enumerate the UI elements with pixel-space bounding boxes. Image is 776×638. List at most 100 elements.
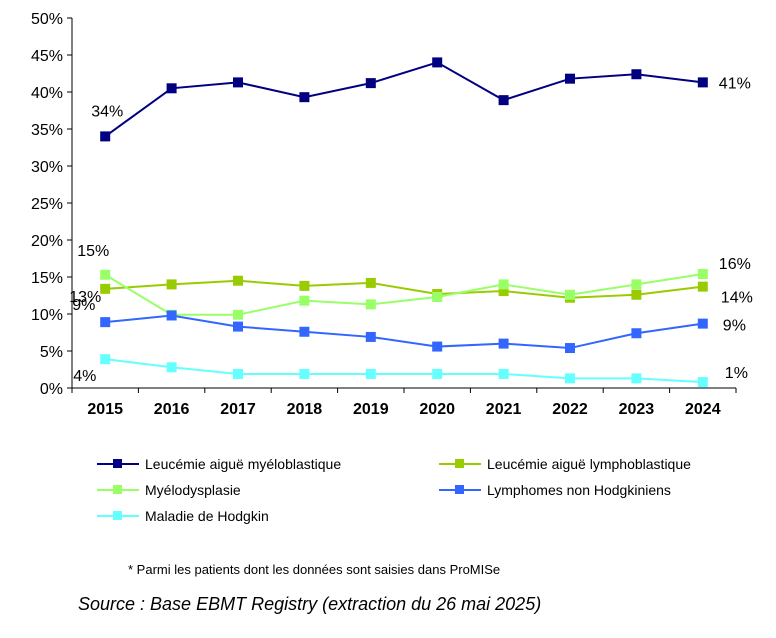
legend-marker-hodgkin (113, 511, 122, 520)
x-tick-label: 2018 (287, 401, 323, 418)
x-tick-label: 2023 (619, 401, 655, 418)
data-point (299, 280, 310, 291)
data-point (100, 317, 111, 328)
x-tick-label: 2021 (486, 401, 522, 418)
data-point (100, 269, 111, 280)
legend-swatch-hodgkin (97, 510, 139, 522)
y-tick-label: 40% (31, 85, 63, 102)
data-point (166, 83, 177, 94)
data-point (565, 289, 575, 300)
data-label-first: 4% (73, 368, 96, 385)
y-tick-label: 25% (31, 196, 63, 213)
data-point (498, 368, 509, 379)
legend-label-mds: Myélodysplasie (145, 482, 241, 498)
legend-item-aml: Leucémie aiguë myéloblastique (97, 456, 341, 472)
legend-item-all: Leucémie aiguë lymphoblastique (439, 456, 691, 472)
data-point (565, 73, 575, 84)
data-label-last: 41% (719, 75, 751, 92)
data-label-first: 34% (91, 103, 123, 120)
y-tick-label: 45% (31, 48, 63, 65)
line-chart: 0% 5% 10% 15% 20% 25% 30% 35% 40% 45% 50% 2015 2016 2… (31, 11, 753, 418)
series-lines (104, 61, 703, 384)
data-point (432, 368, 443, 379)
y-tick-label: 20% (31, 233, 63, 250)
data-point (100, 131, 111, 142)
legend-swatch-mds (97, 484, 139, 496)
series-markers (100, 57, 708, 388)
data-label-last: 14% (721, 290, 753, 307)
y-tick-label: 15% (31, 270, 63, 287)
legend-item-nhl: Lymphomes non Hodgkiniens (439, 482, 671, 498)
data-point (498, 279, 509, 290)
x-tick-label: 2020 (419, 401, 455, 418)
data-label-first: 9% (72, 297, 95, 314)
legend-label-all: Leucémie aiguë lymphoblastique (487, 456, 691, 472)
legend-swatch-aml (97, 458, 139, 470)
data-label-first: 13% (69, 289, 101, 306)
data-label-last: 1% (725, 365, 748, 382)
data-point (432, 291, 443, 302)
data-point (365, 277, 376, 288)
data-point (565, 343, 575, 354)
x-tick-label: 2016 (154, 401, 190, 418)
x-tick-label: 2019 (353, 401, 389, 418)
data-point (166, 362, 177, 373)
footnote: * Parmi les patients dont les données so… (128, 562, 501, 577)
data-labels: 34% 41% 13% 14% 15% 16% 9% 9% 4% 1% (69, 75, 753, 385)
data-label-last: 16% (719, 256, 751, 273)
data-point (233, 77, 243, 88)
data-point (233, 309, 243, 320)
data-point (100, 283, 111, 294)
source-note: Source : Base EBMT Registry (extraction … (78, 594, 542, 614)
data-point (631, 279, 642, 290)
legend-label-nhl: Lymphomes non Hodgkiniens (487, 482, 671, 498)
data-point (299, 92, 310, 103)
legend-swatch-all (439, 458, 481, 470)
data-point (365, 368, 376, 379)
y-tick-label: 35% (31, 122, 63, 139)
legend-item-hodgkin: Maladie de Hodgkin (97, 508, 269, 524)
data-point (299, 368, 310, 379)
data-point (697, 377, 708, 388)
data-point (166, 310, 177, 321)
y-tick-label: 10% (31, 307, 63, 324)
data-label-first: 15% (77, 243, 109, 260)
series-line-2 (104, 273, 703, 316)
x-tick-label: 2024 (685, 401, 721, 418)
data-point (166, 279, 177, 290)
data-point (498, 95, 509, 106)
data-point (631, 289, 642, 300)
y-tick-label: 0% (40, 381, 63, 398)
series-line-1 (105, 279, 703, 299)
y-tick-label: 30% (31, 159, 63, 176)
data-point (631, 373, 642, 384)
data-point (365, 299, 376, 310)
data-point (432, 57, 443, 68)
data-point (432, 341, 443, 352)
legend-marker-all (455, 459, 464, 468)
data-point (631, 328, 642, 339)
axes: 0% 5% 10% 15% 20% 25% 30% 35% 40% 45% 50% 2015 2016 2… (31, 11, 737, 418)
data-point (100, 354, 111, 365)
data-point (498, 286, 509, 297)
data-point (299, 326, 310, 337)
data-point (631, 69, 642, 80)
legend: Leucémie aiguë myéloblastique Leucémie a… (97, 452, 757, 532)
series-line-3 (105, 314, 703, 350)
y-tick-label: 5% (40, 344, 63, 361)
x-tick-label: 2017 (220, 401, 256, 418)
data-point (565, 373, 575, 384)
data-point (697, 318, 708, 329)
data-point (233, 275, 243, 286)
series-line-4 (105, 358, 703, 384)
data-label-last: 9% (723, 318, 746, 335)
legend-swatch-nhl (439, 484, 481, 496)
data-point (233, 321, 243, 332)
legend-marker-aml (113, 459, 122, 468)
y-tick-label: 50% (31, 11, 63, 28)
data-point (498, 338, 509, 349)
x-tick-label: 2015 (87, 401, 123, 418)
series-line-0 (104, 61, 703, 138)
legend-label-aml: Leucémie aiguë myéloblastique (145, 456, 342, 472)
x-tick-label: 2022 (552, 401, 588, 418)
